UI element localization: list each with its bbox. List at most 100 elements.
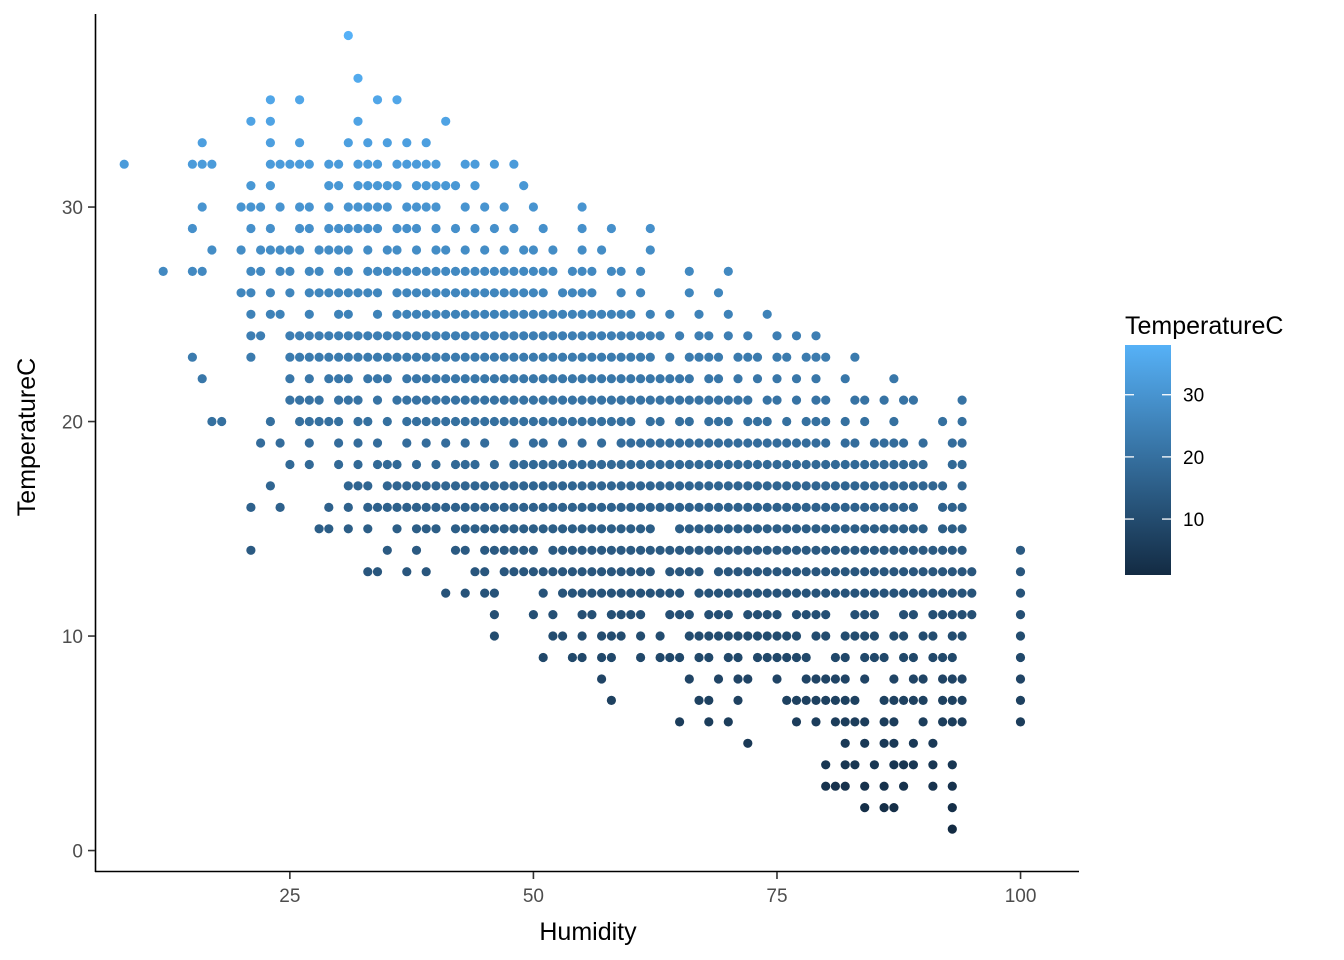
data-point <box>567 266 578 276</box>
data-point <box>597 395 607 405</box>
data-point <box>684 288 694 298</box>
data-point <box>558 416 568 427</box>
data-point <box>577 502 587 512</box>
data-point <box>528 502 539 512</box>
data-point <box>499 567 509 577</box>
data-point <box>811 524 821 534</box>
data-point <box>353 116 363 126</box>
data-point <box>587 481 597 491</box>
data-point <box>363 181 373 191</box>
data-point <box>860 459 870 470</box>
data-point <box>528 245 539 255</box>
data-point <box>275 202 285 212</box>
data-point <box>626 588 636 598</box>
data-point <box>967 567 977 577</box>
data-point <box>431 374 441 384</box>
data-point <box>421 416 431 427</box>
data-point <box>860 610 870 620</box>
data-point <box>645 309 655 319</box>
data-point <box>675 610 685 620</box>
data-point <box>665 352 675 362</box>
data-point <box>889 502 899 512</box>
data-point <box>791 652 802 663</box>
data-point <box>947 824 957 834</box>
data-point <box>938 674 948 684</box>
data-point <box>470 266 480 276</box>
data-point <box>509 331 519 341</box>
data-point <box>587 567 597 577</box>
data-point <box>402 438 412 448</box>
data-point <box>811 610 821 620</box>
data-point <box>499 288 509 298</box>
data-point <box>821 524 831 534</box>
data-point <box>675 331 685 341</box>
data-point <box>441 352 451 362</box>
data-point <box>548 331 558 341</box>
data-point <box>957 481 967 491</box>
data-point <box>577 223 587 234</box>
data-point <box>840 459 850 470</box>
data-point <box>791 459 802 470</box>
data-point <box>285 395 295 405</box>
data-point <box>265 481 275 491</box>
data-point <box>402 395 412 405</box>
data-point <box>918 674 928 684</box>
data-point <box>489 588 499 598</box>
data-point <box>850 760 860 770</box>
data-point <box>928 781 938 791</box>
data-point <box>558 545 568 555</box>
data-point <box>509 545 519 555</box>
data-point <box>587 610 597 620</box>
data-point <box>616 438 626 448</box>
data-point <box>499 331 509 341</box>
data-point <box>606 502 617 512</box>
data-point <box>372 181 383 191</box>
data-point <box>1015 631 1026 641</box>
data-point <box>519 266 529 276</box>
data-point <box>519 567 529 577</box>
data-point <box>616 331 626 341</box>
data-point <box>811 374 821 384</box>
data-point <box>460 481 470 491</box>
data-point <box>334 395 344 405</box>
data-point <box>421 567 431 577</box>
data-point <box>704 610 714 620</box>
data-point <box>431 459 441 470</box>
data-point <box>567 502 578 512</box>
data-point <box>733 524 743 534</box>
data-point <box>908 481 919 491</box>
data-point <box>801 481 811 491</box>
data-point <box>304 266 314 276</box>
data-point <box>869 524 880 534</box>
data-point <box>957 459 967 470</box>
data-point <box>285 266 295 276</box>
data-point <box>509 502 519 512</box>
data-point <box>626 352 636 362</box>
data-point <box>431 159 441 169</box>
data-point <box>567 652 578 663</box>
data-point <box>665 588 675 598</box>
data-point <box>889 438 899 448</box>
y-tick-label: 30 <box>62 198 83 219</box>
x-axis-ticks: 25 50 75 100 <box>279 872 1036 907</box>
data-point <box>616 524 626 534</box>
data-point <box>860 502 870 512</box>
data-point <box>372 159 383 169</box>
data-point <box>918 717 928 727</box>
y-axis-ticks: 0 10 20 30 <box>62 198 95 863</box>
data-point <box>645 352 655 362</box>
data-point <box>489 266 499 276</box>
data-point <box>889 695 899 706</box>
x-axis-title: Humidity <box>539 918 637 946</box>
data-point <box>548 245 558 255</box>
data-point <box>460 438 470 448</box>
data-point <box>636 545 646 555</box>
data-point <box>256 438 266 448</box>
data-point <box>957 610 967 620</box>
data-point <box>723 610 733 620</box>
data-point <box>509 395 519 405</box>
data-point <box>704 588 714 598</box>
data-point <box>947 652 957 663</box>
data-point <box>324 331 334 341</box>
data-point <box>733 567 743 577</box>
